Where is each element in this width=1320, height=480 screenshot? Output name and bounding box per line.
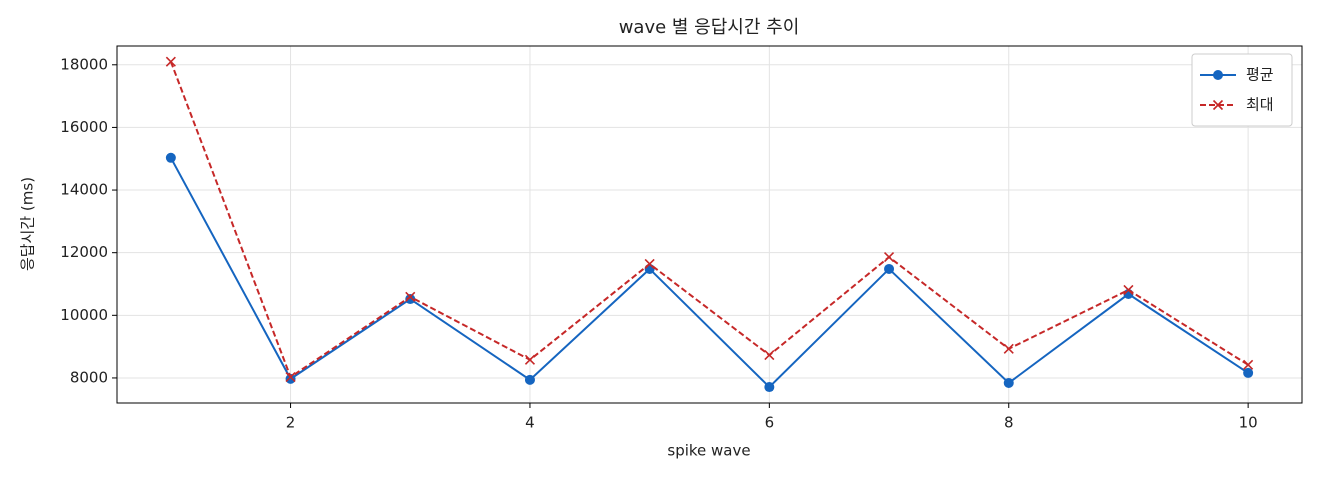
marker bbox=[883, 252, 895, 263]
marker bbox=[165, 152, 176, 163]
x-tick-label: 2 bbox=[286, 414, 296, 432]
marker bbox=[285, 373, 296, 384]
marker bbox=[1003, 343, 1014, 354]
marker bbox=[764, 382, 775, 393]
marker bbox=[1213, 70, 1223, 80]
marker bbox=[1243, 367, 1254, 378]
marker bbox=[1003, 377, 1014, 388]
marker bbox=[1123, 284, 1134, 296]
y-tick-label: 12000 bbox=[60, 243, 108, 261]
marker bbox=[644, 263, 655, 274]
y-axis-label: 응답시간 (ms) bbox=[19, 177, 37, 271]
marker bbox=[405, 294, 416, 305]
x-tick-label: 10 bbox=[1239, 414, 1258, 432]
series-line bbox=[169, 61, 1249, 379]
series-line bbox=[169, 157, 1249, 389]
marker bbox=[1243, 359, 1254, 370]
marker bbox=[405, 291, 416, 302]
y-tick-label: 10000 bbox=[60, 306, 108, 324]
x-tick-label: 4 bbox=[525, 414, 535, 432]
marker bbox=[1212, 99, 1224, 111]
marker bbox=[764, 350, 775, 361]
marker bbox=[524, 354, 536, 365]
y-tick-label: 8000 bbox=[70, 368, 108, 386]
y-tick-label: 14000 bbox=[60, 181, 108, 199]
x-tick-label: 8 bbox=[1004, 414, 1014, 432]
chart-title: wave 별 응답시간 추이 bbox=[619, 17, 800, 38]
marker bbox=[165, 56, 176, 67]
legend-box bbox=[1191, 53, 1293, 127]
legend-label: 최대 bbox=[1246, 96, 1274, 114]
legend-label: 평균 bbox=[1246, 66, 1274, 84]
y-tick-label: 18000 bbox=[60, 55, 108, 73]
x-tick-label: 6 bbox=[765, 414, 775, 432]
plot-frame bbox=[116, 45, 1303, 404]
y-tick-label: 16000 bbox=[60, 118, 108, 136]
marker bbox=[524, 374, 535, 385]
marker bbox=[884, 263, 895, 274]
marker bbox=[644, 258, 655, 270]
marker bbox=[285, 371, 296, 383]
x-axis-label: spike wave bbox=[667, 442, 750, 460]
